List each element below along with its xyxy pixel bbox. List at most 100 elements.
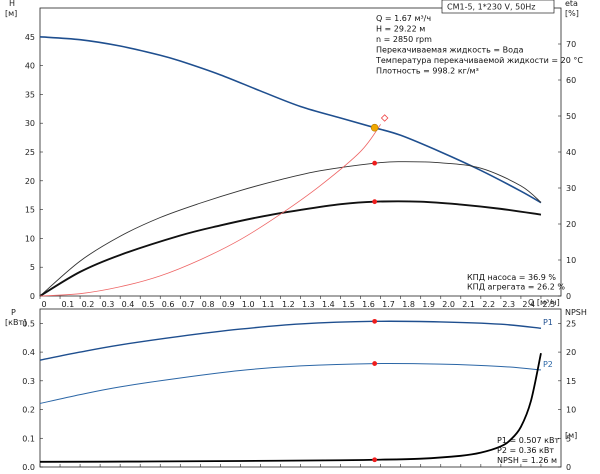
y-tick-label-left: 0.0	[22, 463, 35, 472]
y-tick-label-right: 5	[566, 434, 571, 443]
y-tick-label-left: 0.4	[22, 348, 35, 357]
power-info-line: NPSH = 1.26 м	[497, 456, 557, 465]
y-axis-label-npsh: NPSH	[565, 308, 587, 317]
y-tick-label-right: 0	[566, 292, 571, 301]
x-tick-label: 0.9	[222, 300, 235, 309]
x-tick-label: 2.2	[482, 300, 495, 309]
y-axis-label-eta: eta	[565, 0, 578, 8]
curve-NPSH	[39, 353, 542, 463]
y-tick-label-left: 0.1	[22, 434, 35, 443]
x-tick-label: 1.8	[402, 300, 415, 309]
x-tick-label: 2.5	[542, 300, 555, 309]
series-label-P1: P1	[543, 318, 553, 327]
x-tick-label: 1.7	[382, 300, 395, 309]
efficiency-point-marker	[372, 160, 378, 166]
info-line: H = 29.22 м	[376, 25, 425, 34]
y-tick-label-left: 10	[25, 234, 35, 243]
power-info-line: P1 = 0.507 кВт	[497, 436, 559, 445]
y-tick-label-right: 50	[566, 112, 576, 121]
y-tick-label-left: 5	[30, 263, 35, 272]
x-tick-label: 0.1	[62, 300, 75, 309]
y-tick-label-left: 30	[25, 119, 35, 128]
x-tick-label: 0.7	[182, 300, 195, 309]
x-tick-label: 0.5	[142, 300, 155, 309]
x-tick-label: 1.3	[302, 300, 315, 309]
chart-title: CM1-5, 1*230 V, 50Hz	[447, 3, 536, 12]
x-tick-label: 0.8	[202, 300, 215, 309]
x-tick-label: 1.2	[282, 300, 295, 309]
series-label-P2: P2	[543, 360, 553, 369]
efficiency-line: КПД агрегата = 26.2 %	[467, 283, 565, 292]
bottom-ticks: 0.0 0.1 0.2 0.3 0.4 0.5 0 5 10 15 20 25	[22, 319, 576, 472]
x-tick-label: 1.4	[322, 300, 335, 309]
info-line: Температура перекачиваемой жидкости = 20…	[375, 56, 583, 65]
info-line: Перекачиваемая жидкость = Вода	[376, 46, 524, 55]
info-line: Плотность = 998.2 кг/м³	[376, 67, 479, 76]
y-axis-unit-npsh: [м]	[565, 431, 577, 440]
top-grid	[39, 36, 561, 467]
x-tick-label: 0.2	[82, 300, 95, 309]
bottom-grid	[40, 323, 561, 468]
bottom-curves: P1 P2	[39, 318, 553, 463]
y-tick-label-right: 60	[566, 76, 576, 85]
x-tick-label: 0.6	[162, 300, 175, 309]
y-tick-label-right: 10	[566, 256, 576, 265]
y-tick-label-right: 20	[566, 220, 576, 229]
title-box	[441, 0, 555, 14]
y-axis-label-h: H	[9, 0, 15, 8]
y-axis-label-p: P	[11, 308, 16, 317]
y-tick-label-left: 45	[25, 33, 35, 42]
y-tick-label-left: 15	[25, 206, 35, 215]
curve-system	[39, 124, 381, 297]
y-tick-label-left: 0.5	[22, 319, 35, 328]
duty-point-marker	[380, 114, 389, 122]
power-point-marker	[372, 318, 378, 324]
efficiency-info: КПД насоса = 36.9 %КПД агрегата = 26.2 %	[467, 273, 565, 292]
y-tick-label-right: 70	[566, 40, 576, 49]
operating-point-marker	[370, 123, 379, 132]
x-axis-label: Q [м³/ч]	[528, 298, 560, 307]
x-tick-label: 1.9	[422, 300, 435, 309]
bottom-plot-frame	[39, 308, 562, 468]
x-tick-label: 1.1	[262, 300, 275, 309]
x-tick-label: 2.3	[502, 300, 515, 309]
curve-P1	[39, 320, 542, 361]
operating-point-info: Q = 1.67 м³/ч H = 29.22 мn = 2850 rpm Пере…	[375, 14, 583, 76]
curve-P2	[39, 362, 542, 404]
top-curves	[39, 36, 542, 297]
y-tick-label-right: 30	[566, 184, 576, 193]
x-tick-label: 2.1	[462, 300, 475, 309]
curve-H	[39, 36, 542, 204]
y-tick-label-left: 0	[30, 292, 35, 301]
y-tick-label-left: 0.3	[22, 377, 35, 386]
y-tick-label-right: 40	[566, 148, 576, 157]
efficiency-line: КПД насоса = 36.9 %	[467, 273, 556, 282]
y-axis-unit-p: [кВт]	[5, 318, 26, 327]
power-point-marker	[372, 457, 378, 463]
x-tick-label: 0.3	[102, 300, 115, 309]
efficiency-point-marker	[372, 199, 378, 205]
y-tick-label-left: 20	[25, 177, 35, 186]
bottom-markers	[372, 318, 378, 463]
y-tick-label-right: 10	[566, 406, 576, 415]
y-tick-label-right: 0	[566, 463, 571, 472]
y-tick-label-left: 40	[25, 62, 35, 71]
x-tick-label: 2.0	[442, 300, 455, 309]
curve-eta_total	[39, 200, 542, 297]
y-tick-label-left: 35	[25, 90, 35, 99]
x-tick-label: 1.6	[362, 300, 375, 309]
power-point-marker	[372, 361, 378, 366]
curve-eta_pump	[39, 161, 542, 297]
x-tick-label: 1.0	[242, 300, 255, 309]
power-info-line: P2 = 0.36 кВт	[497, 446, 554, 455]
x-tick-label: 0.4	[122, 300, 135, 309]
y-tick-label-left: 0.2	[22, 406, 35, 415]
top-markers	[370, 114, 389, 205]
top-ticks: 0 0.1 0.2 0.3 0.4 0.5 0.6 0.7 0.8 0.9 1.0 1.1 1.2 1.3…	[25, 33, 576, 309]
x-tick-label: 1.5	[342, 300, 355, 309]
y-tick-label-right: 20	[566, 348, 576, 357]
y-tick-label-right: 25	[566, 319, 576, 328]
y-axis-unit-h: [м]	[5, 9, 17, 18]
